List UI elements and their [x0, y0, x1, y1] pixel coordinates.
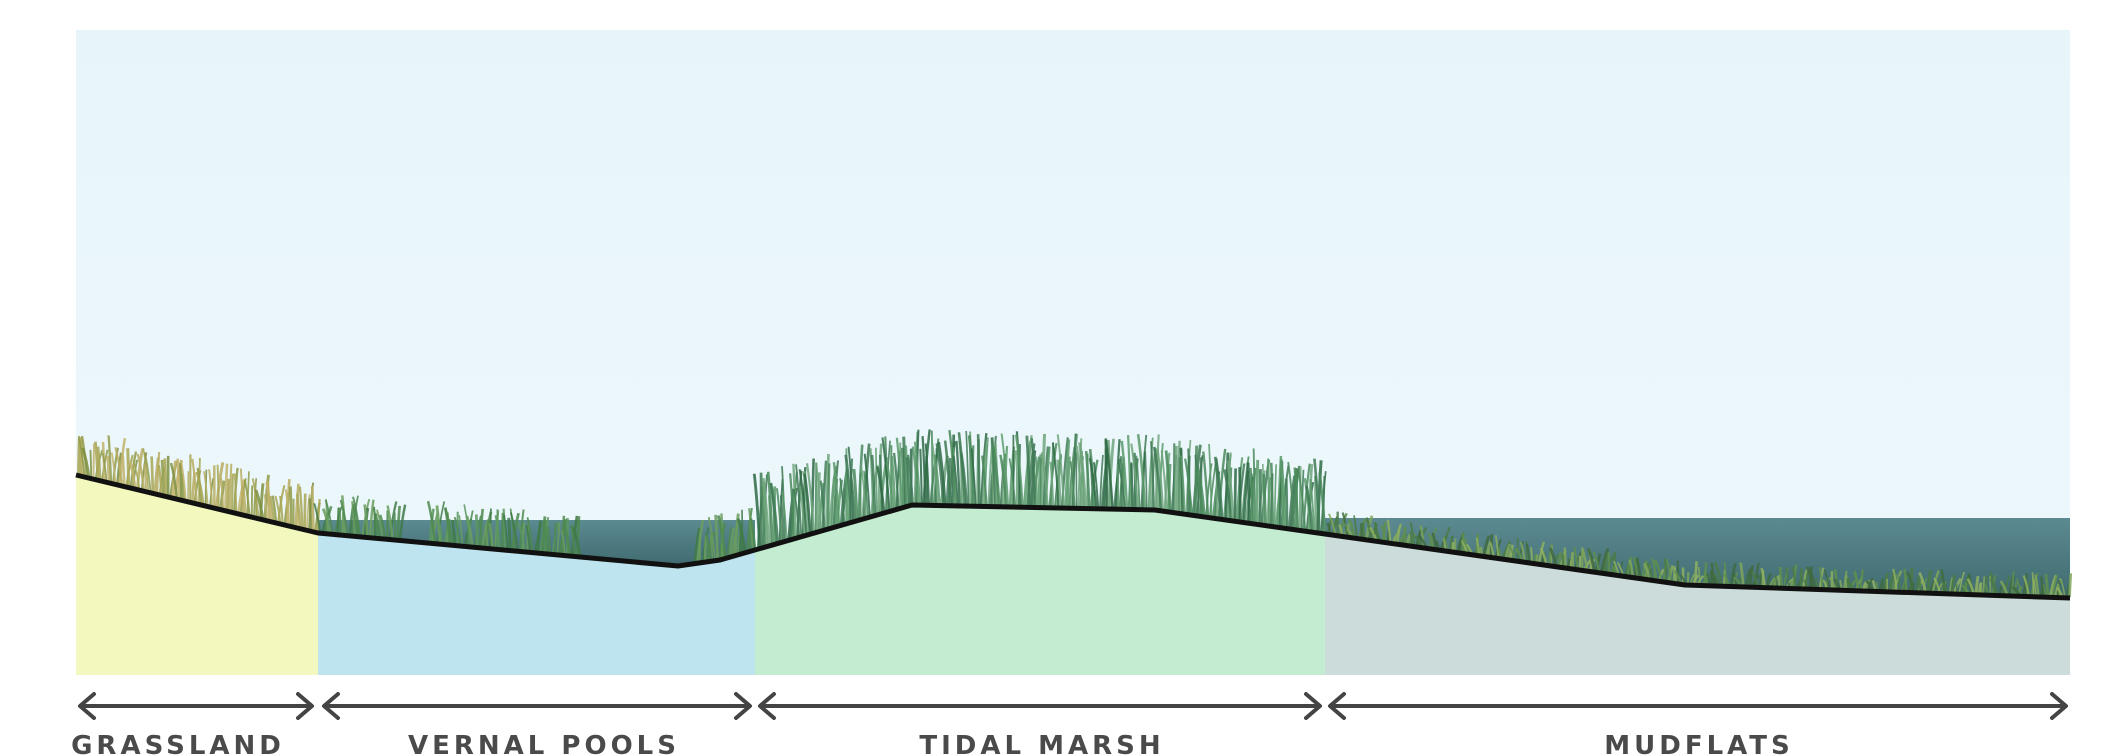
zone-arrow-mudflats	[1328, 692, 2068, 720]
zone-fill-grassland	[76, 475, 318, 675]
vernal-pool-grass-2	[426, 500, 582, 557]
mudflat-water	[1325, 518, 2070, 598]
zone-label-tidal-marsh: TIDAL MARSH	[919, 731, 1164, 755]
vegetation-layer	[77, 429, 2073, 598]
grassland-vegetation	[77, 435, 321, 532]
tidal-marsh-reeds	[752, 429, 1327, 549]
ground-profile-line	[75, 472, 2071, 601]
zone-arrow-vernal-pools	[322, 692, 752, 720]
zone-fill-tidal-marsh	[755, 505, 1325, 675]
zone-label-mudflats: MUDFLATS	[1604, 731, 1793, 755]
vernal-pool-grass-1	[313, 495, 407, 540]
zone-fill-mudflats	[1325, 534, 2070, 675]
vernal-pool-grass-3	[693, 507, 757, 563]
zone-labels: GRASSLAND VERNAL POOLS TIDAL MARSH MUDFL…	[71, 731, 1793, 755]
zone-extent-arrows	[78, 692, 2068, 720]
zone-fill-vernal-pools	[318, 533, 755, 675]
zone-label-grassland: GRASSLAND	[71, 731, 285, 755]
zone-label-vernal-pools: VERNAL POOLS	[408, 731, 680, 755]
zone-arrow-tidal-marsh	[758, 692, 1322, 720]
zone-fills	[76, 475, 2070, 675]
zone-arrow-grassland	[78, 692, 314, 720]
